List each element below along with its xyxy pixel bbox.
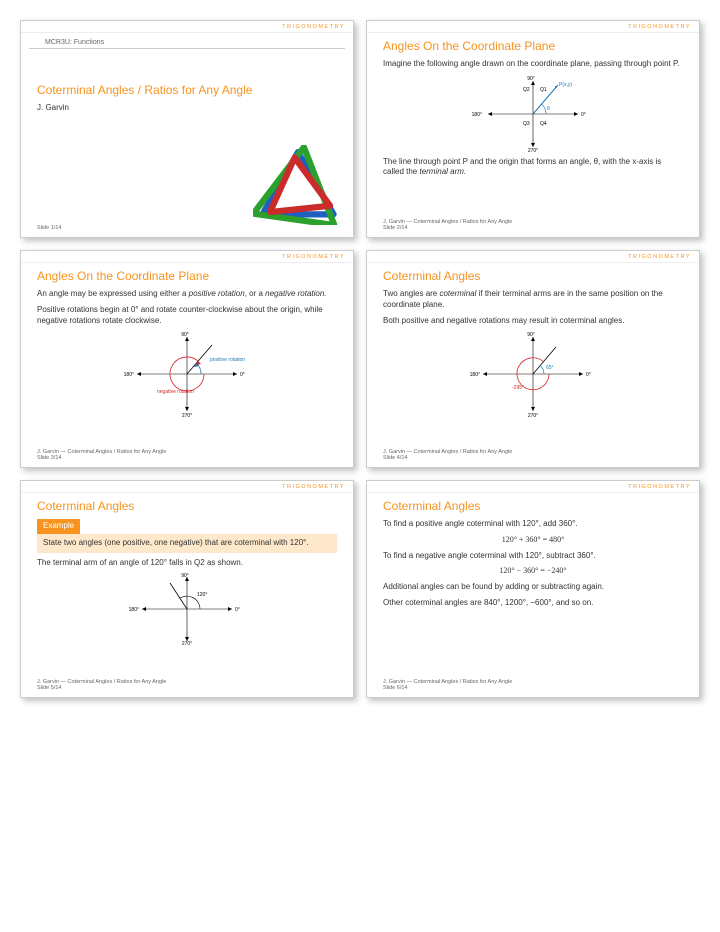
svg-text:180°: 180° — [129, 607, 139, 613]
svg-text:0°: 0° — [586, 372, 591, 378]
text: Positive rotations begin at 0° and rotat… — [37, 305, 337, 327]
text: To find a negative angle coterminal with… — [383, 551, 683, 562]
text: Both positive and negative rotations may… — [383, 316, 683, 327]
slide-title: Coterminal Angles — [367, 263, 699, 285]
example-label: Example — [37, 519, 80, 534]
svg-text:180°: 180° — [470, 372, 480, 378]
footer-num: Slide 2/14 — [383, 225, 683, 231]
svg-text:negative rotation: negative rotation — [157, 389, 194, 395]
slide-2: TRIGONOMETRY Angles On the Coordinate Pl… — [366, 20, 700, 238]
slide-4: TRIGONOMETRY Coterminal Angles Two angle… — [366, 250, 700, 468]
slide-3: TRIGONOMETRY Angles On the Coordinate Pl… — [20, 250, 354, 468]
slide-title: Coterminal Angles / Ratios for Any Angle — [21, 77, 353, 99]
text: To find a positive angle coterminal with… — [383, 519, 683, 530]
svg-text:90°: 90° — [181, 332, 189, 338]
header-tag: TRIGONOMETRY — [367, 21, 699, 33]
slide-title: Angles On the Coordinate Plane — [21, 263, 353, 285]
course-code: MCR3U: Functions — [29, 33, 345, 49]
rotation-diagram: 90° 0° 180° 270° positive rotation negat… — [112, 331, 262, 417]
coord-diagram: 90° 0° 180° 270° Q2 Q1 Q3 Q4 P(x,y) θ — [468, 75, 598, 153]
svg-text:Q2: Q2 — [523, 87, 530, 93]
footer-num: Slide 5/14 — [37, 685, 337, 691]
slide-title: Angles On the Coordinate Plane — [367, 33, 699, 55]
svg-text:Q4: Q4 — [540, 121, 547, 127]
text: The line through point P and the origin … — [383, 157, 594, 166]
svg-text:90°: 90° — [527, 332, 535, 338]
svg-text:120°: 120° — [197, 592, 207, 598]
header-tag: TRIGONOMETRY — [367, 481, 699, 493]
text: , or a — [245, 289, 265, 298]
svg-text:90°: 90° — [181, 573, 189, 579]
triangle-logo-icon — [253, 145, 343, 225]
text: Other coterminal angles are 840°, 1200°,… — [383, 598, 683, 609]
term: positive rotation — [189, 289, 245, 298]
equation: 120° − 360° = −240° — [383, 566, 683, 577]
svg-text:0°: 0° — [235, 607, 240, 613]
slide-title: Coterminal Angles — [367, 493, 699, 515]
slide-title: Coterminal Angles — [21, 493, 353, 515]
equation: 120° + 360° = 480° — [383, 535, 683, 546]
term: coterminal — [439, 289, 476, 298]
svg-text:90°: 90° — [527, 76, 535, 82]
term: negative rotation. — [265, 289, 326, 298]
text: Additional angles can be found by adding… — [383, 582, 683, 593]
text: The terminal arm of an angle of 120° fal… — [37, 558, 337, 569]
svg-text:P(x,y): P(x,y) — [559, 82, 572, 88]
author: J. Garvin — [37, 103, 337, 114]
svg-text:180°: 180° — [472, 112, 482, 118]
slides-grid: TRIGONOMETRY MCR3U: Functions Coterminal… — [20, 20, 700, 698]
svg-text:65°: 65° — [546, 365, 554, 371]
svg-text:270°: 270° — [528, 148, 538, 153]
header-tag: TRIGONOMETRY — [21, 481, 353, 493]
header-tag: TRIGONOMETRY — [367, 251, 699, 263]
svg-text:270°: 270° — [182, 413, 192, 417]
q2-diagram: 90° 0° 180° 270° 120° — [122, 573, 252, 645]
svg-text:0°: 0° — [581, 112, 586, 118]
coterminal-diagram: 90° 0° 180° 270° 65° -295° — [458, 331, 608, 417]
svg-text:θ: θ — [547, 106, 550, 112]
header-tag: TRIGONOMETRY — [21, 21, 353, 33]
term: terminal arm. — [419, 167, 466, 176]
svg-text:positive rotation: positive rotation — [210, 357, 245, 363]
text: An angle may be expressed using either a — [37, 289, 189, 298]
slide-1: TRIGONOMETRY MCR3U: Functions Coterminal… — [20, 20, 354, 238]
footer-num: Slide 6/14 — [383, 685, 683, 691]
header-tag: TRIGONOMETRY — [21, 251, 353, 263]
slide-5: TRIGONOMETRY Coterminal Angles Example S… — [20, 480, 354, 698]
footer-num: Slide 3/14 — [37, 455, 337, 461]
svg-text:Q3: Q3 — [523, 121, 530, 127]
svg-text:270°: 270° — [182, 641, 192, 645]
svg-text:Q1: Q1 — [540, 87, 547, 93]
svg-text:-295°: -295° — [512, 385, 524, 391]
svg-text:180°: 180° — [124, 372, 134, 378]
text: Imagine the following angle drawn on the… — [383, 59, 680, 68]
svg-text:270°: 270° — [528, 413, 538, 417]
svg-text:0°: 0° — [240, 372, 245, 378]
text: Two angles are — [383, 289, 439, 298]
footer-num: Slide 4/14 — [383, 455, 683, 461]
slide-6: TRIGONOMETRY Coterminal Angles To find a… — [366, 480, 700, 698]
example-text: State two angles (one positive, one nega… — [37, 534, 337, 553]
